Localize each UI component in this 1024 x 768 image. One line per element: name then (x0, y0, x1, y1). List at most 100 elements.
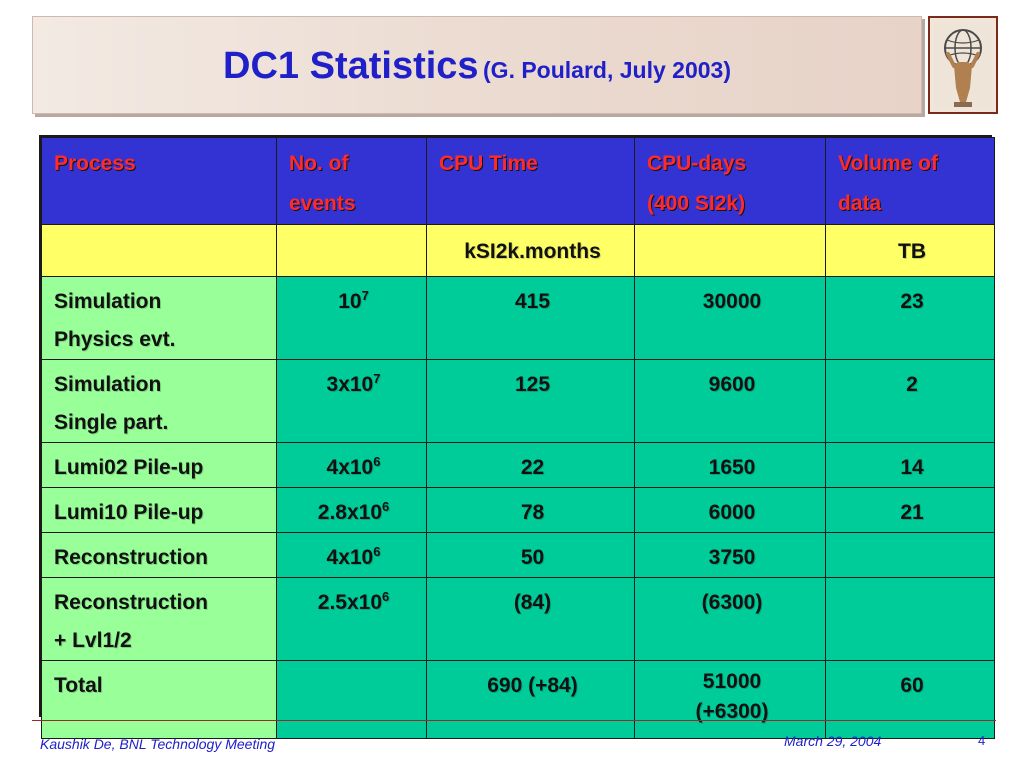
process-cell: Reconstruction (41, 532, 277, 578)
cpu-days-value: (+6300) (695, 700, 769, 723)
footer-date: March 29, 2004 (784, 733, 882, 749)
events-cell (276, 660, 427, 739)
cpu-time-cell: 22 (426, 442, 635, 488)
header-cell: Volume of data (825, 137, 995, 225)
cpu-time-cell: 690 (+84) (426, 660, 635, 739)
header-cell: CPU-days (400 SI2k) (634, 137, 826, 225)
volume-cell (825, 532, 995, 578)
process-cell: Reconstruction + Lvl1/2 (41, 577, 277, 661)
events-exponent: 6 (373, 454, 381, 469)
cpu-days-cell: 30000 (634, 276, 826, 360)
header-cell: Process (41, 137, 277, 225)
unit-cell (634, 224, 826, 277)
cpu-days-cell: 9600 (634, 359, 826, 443)
cpu-days-value: 3750 (708, 546, 756, 569)
events-exponent: 7 (361, 288, 369, 303)
header-row: Process No. of events CPU Time CPU-days (400 … (41, 137, 995, 225)
process-label: Physics evt. (54, 328, 176, 351)
process-cell: Lumi02 Pile-up (41, 442, 277, 488)
process-label: Total (54, 674, 103, 697)
cpu-time-cell: 125 (426, 359, 635, 443)
header-cell: CPU Time (426, 137, 635, 225)
unit-cell (276, 224, 427, 277)
cpu-days-cell: 51000 (+6300) (634, 660, 826, 739)
header-label: CPU-days (647, 152, 747, 175)
process-label: Reconstruction (54, 546, 209, 569)
unit-cell: kSI2k.months (426, 224, 635, 277)
process-label: Single part. (54, 411, 169, 434)
cpu-time-cell: 78 (426, 487, 635, 533)
process-label: Lumi02 Pile-up (54, 456, 204, 479)
table-row: Total 690 (+84) 51000 (+6300) 60 (41, 660, 995, 739)
header-label: Volume of (838, 152, 938, 175)
page-number: 4 (978, 733, 986, 748)
header-label: Process (54, 152, 136, 175)
statistics-table-frame: Process No. of events CPU Time CPU-days (400 … (39, 135, 995, 739)
units-row: kSI2k.months TB (41, 224, 995, 277)
events-value: 2.8x10 (317, 501, 382, 524)
process-label: Lumi10 Pile-up (54, 501, 204, 524)
process-label: Reconstruction (54, 591, 209, 614)
process-cell: Simulation Physics evt. (41, 276, 277, 360)
events-cell: 107 (276, 276, 427, 360)
atlas-globe-icon (934, 22, 992, 108)
table-row: Simulation Physics evt. 107 415 30000 23 (41, 276, 995, 360)
header-cell: No. of events (276, 137, 427, 225)
header-label: No. of (289, 152, 349, 175)
title-main: DC1 Statistics (223, 45, 479, 87)
events-exponent: 6 (373, 544, 381, 559)
process-cell: Simulation Single part. (41, 359, 277, 443)
title-banner: DC1 Statistics (G. Poulard, July 2003) (32, 16, 922, 114)
header-label: (400 SI2k) (647, 192, 746, 215)
table-row: Reconstruction 4x106 50 3750 (41, 532, 995, 578)
process-cell: Total (41, 660, 277, 739)
events-cell: 4x106 (276, 532, 427, 578)
events-exponent: 6 (382, 499, 390, 514)
events-exponent: 6 (382, 589, 390, 604)
table-row: Simulation Single part. 3x107 125 9600 2 (41, 359, 995, 443)
volume-cell: 23 (825, 276, 995, 360)
volume-cell: 21 (825, 487, 995, 533)
cpu-days-value: 1650 (708, 456, 756, 479)
cpu-days-value: 9600 (708, 373, 756, 396)
table-row: Reconstruction + Lvl1/2 2.5x106 (84) (6300) (41, 577, 995, 661)
events-cell: 3x107 (276, 359, 427, 443)
process-label: Simulation (54, 373, 162, 396)
cpu-time-cell: 50 (426, 532, 635, 578)
events-value: 4x10 (326, 546, 374, 569)
volume-cell: 60 (825, 660, 995, 739)
cpu-days-cell: 6000 (634, 487, 826, 533)
events-value: 3x10 (326, 373, 374, 396)
cpu-days-cell: 3750 (634, 532, 826, 578)
process-label: Simulation (54, 290, 162, 313)
events-cell: 2.5x106 (276, 577, 427, 661)
cpu-days-value: (6300) (701, 591, 763, 614)
events-cell: 4x106 (276, 442, 427, 488)
cpu-days-cell: 1650 (634, 442, 826, 488)
unit-cell (41, 224, 277, 277)
cpu-time-cell: (84) (426, 577, 635, 661)
events-cell: 2.8x106 (276, 487, 427, 533)
volume-cell: 2 (825, 359, 995, 443)
slide-title: DC1 Statistics (G. Poulard, July 2003) (33, 45, 921, 88)
events-value: 10 (338, 290, 362, 313)
process-label: + Lvl1/2 (54, 629, 132, 652)
header-label: CPU Time (439, 152, 538, 175)
cpu-days-value: 51000 (702, 670, 762, 693)
title-subtitle: (G. Poulard, July 2003) (483, 57, 731, 83)
cpu-days-value: 30000 (702, 290, 762, 313)
events-value: 4x10 (326, 456, 374, 479)
dc1-statistics-table: Process No. of events CPU Time CPU-days (400 … (41, 137, 995, 739)
footer-rule (32, 720, 996, 721)
events-exponent: 7 (373, 371, 381, 386)
table-row: Lumi10 Pile-up 2.8x106 78 6000 21 (41, 487, 995, 533)
cpu-days-cell: (6300) (634, 577, 826, 661)
unit-cell: TB (825, 224, 995, 277)
cpu-days-value: 6000 (708, 501, 756, 524)
process-cell: Lumi10 Pile-up (41, 487, 277, 533)
atlas-logo (928, 16, 998, 114)
table-row: Lumi02 Pile-up 4x106 22 1650 14 (41, 442, 995, 488)
events-value: 2.5x10 (317, 591, 382, 614)
volume-cell: 14 (825, 442, 995, 488)
volume-cell (825, 577, 995, 661)
